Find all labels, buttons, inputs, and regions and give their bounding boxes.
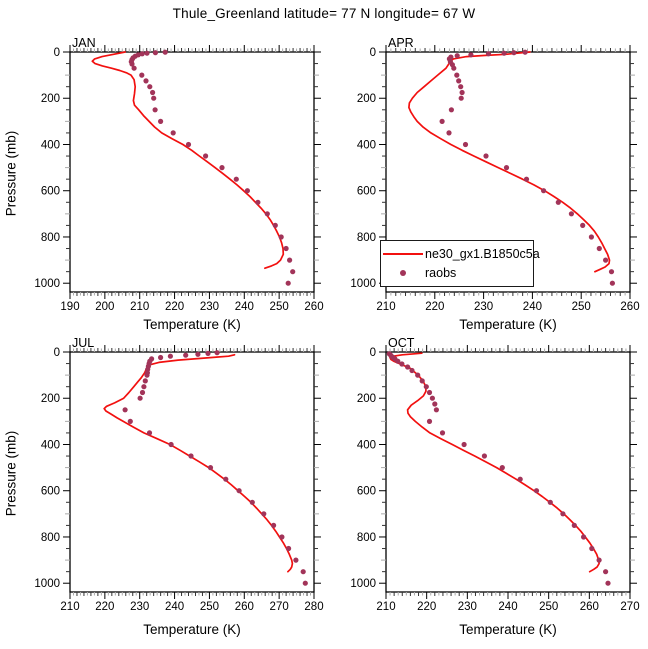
panel-jul: 210 220 230 240 250 260 270 280 0 200 400 600 800 100… — [34, 345, 324, 613]
svg-text:400: 400 — [41, 139, 60, 151]
svg-text:400: 400 — [357, 139, 376, 151]
legend-item-model: ne30_gx1.B1850c5a — [381, 247, 540, 261]
svg-text:210: 210 — [376, 601, 395, 613]
legend-item-model-label: ne30_gx1.B1850c5a — [425, 246, 540, 261]
svg-text:250: 250 — [572, 301, 591, 313]
svg-text:260: 260 — [304, 301, 323, 313]
panel-title-apr: APR — [388, 36, 414, 50]
svg-text:200: 200 — [357, 393, 376, 405]
panel-jan: 190 200 210 220 230 240 250 260 0 200 400 600 800 100… — [34, 45, 324, 313]
svg-text:800: 800 — [41, 532, 60, 544]
svg-text:220: 220 — [95, 601, 114, 613]
svg-text:240: 240 — [235, 301, 254, 313]
svg-text:400: 400 — [41, 439, 60, 451]
svg-text:0: 0 — [370, 347, 376, 359]
svg-text:600: 600 — [357, 186, 376, 198]
x-axis-label-jul: Temperature (K) — [143, 622, 241, 637]
svg-text:210: 210 — [60, 601, 79, 613]
svg-text:200: 200 — [41, 93, 60, 105]
svg-text:800: 800 — [41, 232, 60, 244]
panel-title-jan: JAN — [72, 36, 96, 50]
svg-text:230: 230 — [458, 601, 477, 613]
svg-text:240: 240 — [523, 301, 542, 313]
svg-text:260: 260 — [580, 601, 599, 613]
svg-text:210: 210 — [130, 301, 149, 313]
legend-item-raobs-label: raobs — [425, 266, 457, 281]
model-profile-line-jan — [91, 51, 285, 270]
svg-text:270: 270 — [620, 601, 639, 613]
svg-text:190: 190 — [60, 301, 79, 313]
model-profile-line-oct — [389, 352, 600, 573]
raobs-dots-oct — [386, 351, 611, 586]
y-axis-label-bottom-row: Pressure (mb) — [3, 430, 19, 517]
svg-text:230: 230 — [474, 301, 493, 313]
svg-text:200: 200 — [357, 93, 376, 105]
svg-text:230: 230 — [200, 301, 219, 313]
raobs-dots-apr — [439, 49, 616, 286]
svg-text:0: 0 — [54, 347, 60, 359]
raobs-dots-jul — [122, 350, 308, 586]
svg-text:400: 400 — [357, 439, 376, 451]
x-axis-label-jan: Temperature (K) — [143, 317, 241, 332]
figure-title: Thule_Greenland latitude= 77 N longitude… — [172, 6, 476, 21]
panel-oct: 210 220 230 240 250 260 270 0 200 400 600 800 1000 — [350, 345, 640, 613]
legend-item-raobs: raobs — [381, 266, 533, 280]
model-line-swatch — [381, 252, 425, 255]
svg-text:230: 230 — [130, 601, 149, 613]
svg-text:260: 260 — [620, 301, 639, 313]
svg-text:0: 0 — [54, 47, 60, 59]
svg-text:260: 260 — [235, 601, 254, 613]
svg-text:240: 240 — [165, 601, 184, 613]
svg-text:1000: 1000 — [350, 278, 376, 290]
x-axis-label-oct: Temperature (K) — [459, 622, 557, 637]
svg-text:800: 800 — [357, 532, 376, 544]
svg-text:600: 600 — [41, 486, 60, 498]
svg-text:200: 200 — [41, 393, 60, 405]
raobs-dots-jan — [128, 49, 296, 286]
svg-text:1000: 1000 — [34, 278, 60, 290]
model-profile-line-jul — [103, 353, 294, 573]
svg-text:250: 250 — [200, 601, 219, 613]
svg-text:600: 600 — [357, 486, 376, 498]
svg-text:600: 600 — [41, 186, 60, 198]
svg-text:220: 220 — [425, 301, 444, 313]
svg-text:240: 240 — [498, 601, 517, 613]
svg-text:200: 200 — [95, 301, 114, 313]
svg-text:220: 220 — [165, 301, 184, 313]
svg-text:280: 280 — [304, 601, 323, 613]
svg-text:250: 250 — [539, 601, 558, 613]
svg-text:250: 250 — [270, 301, 289, 313]
svg-text:1000: 1000 — [34, 578, 60, 590]
svg-text:800: 800 — [357, 232, 376, 244]
model-profile-line-apr — [408, 51, 611, 273]
x-axis-label-apr: Temperature (K) — [459, 317, 557, 332]
svg-text:1000: 1000 — [350, 578, 376, 590]
panel-title-jul: JUL — [72, 336, 95, 350]
raobs-dot-swatch — [381, 270, 425, 277]
panel-title-oct: OCT — [388, 336, 415, 350]
legend: ne30_gx1.B1850c5a raobs — [380, 240, 540, 287]
svg-text:270: 270 — [270, 601, 289, 613]
svg-text:220: 220 — [417, 601, 436, 613]
y-axis-label-top-row: Pressure (mb) — [3, 130, 19, 217]
svg-text:0: 0 — [370, 47, 376, 59]
svg-text:210: 210 — [376, 301, 395, 313]
